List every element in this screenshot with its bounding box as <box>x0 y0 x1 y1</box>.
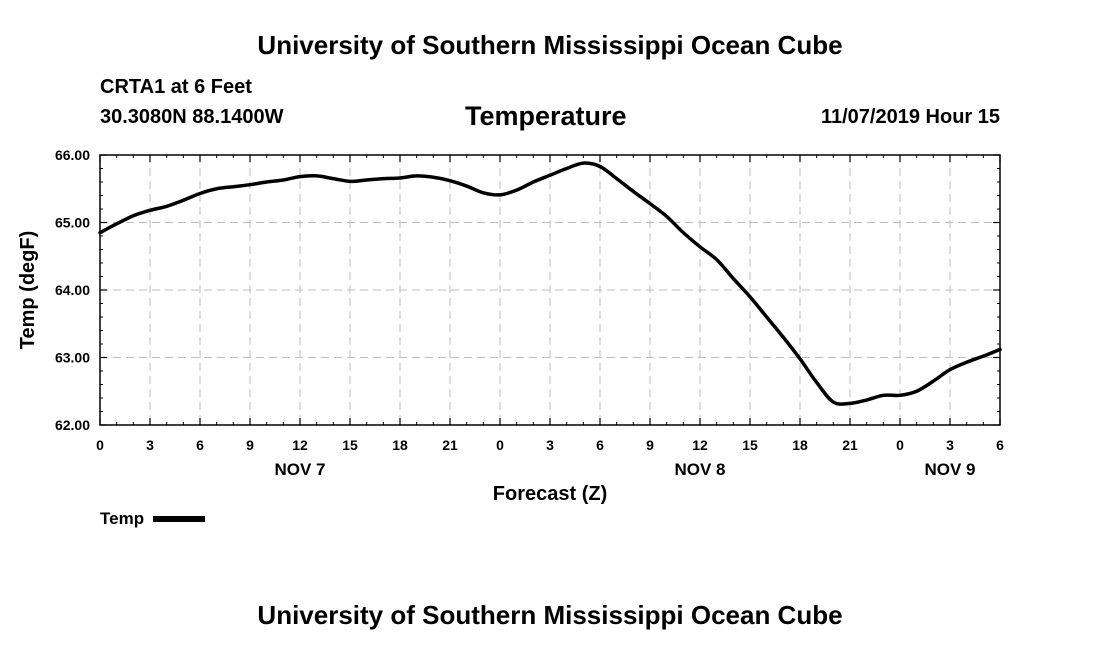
x-tick-label: 18 <box>392 437 408 453</box>
y-tick-label: 66.00 <box>55 147 90 163</box>
x-tick-label: 0 <box>896 437 904 453</box>
x-tick-label: 12 <box>692 437 708 453</box>
x-tick-label: 21 <box>442 437 458 453</box>
series-layer <box>98 161 1002 406</box>
station-label: CRTA1 at 6 Feet <box>100 76 252 98</box>
series-line-temp <box>98 161 1002 406</box>
x-tick-label: 3 <box>546 437 554 453</box>
day-label: NOV 7 <box>274 460 325 479</box>
y-tick-label: 63.00 <box>55 350 90 366</box>
x-tick-label: 9 <box>246 437 254 453</box>
x-tick-label: 3 <box>146 437 154 453</box>
y-tick-label: 64.00 <box>55 282 90 298</box>
x-tick-label: 6 <box>196 437 204 453</box>
legend: Temp <box>100 509 206 529</box>
x-tick-label: 0 <box>96 437 104 453</box>
legend-label: Temp <box>100 509 145 528</box>
title-top: University of Southern Mississippi Ocean… <box>257 30 843 60</box>
legend-line-swatch <box>153 516 206 522</box>
x-tick-label: 3 <box>946 437 954 453</box>
y-tick-label: 65.00 <box>55 215 90 231</box>
x-tick-label: 9 <box>646 437 654 453</box>
coordinates-label: 30.3080N 88.1400W <box>100 106 284 128</box>
axes <box>99 154 1001 426</box>
y-tick-label: 62.00 <box>55 417 90 433</box>
datetime-label: 11/07/2019 Hour 15 <box>820 106 1000 128</box>
axis-labels: Forecast (Z) Temp (degF) 0 3 6 9 12 15 18 21 0 3 6… <box>17 147 1004 505</box>
x-tick-label: 6 <box>996 437 1004 453</box>
x-tick-label: 21 <box>842 437 858 453</box>
x-tick-label: 15 <box>742 437 758 453</box>
y-axis-title: Temp (degF) <box>17 231 39 350</box>
x-tick-label: 15 <box>342 437 358 453</box>
x-tick-label: 18 <box>792 437 808 453</box>
chart-title: Temperature <box>465 101 627 131</box>
day-label: NOV 8 <box>674 460 725 479</box>
x-tick-label: 12 <box>292 437 308 453</box>
x-axis-title: Forecast (Z) <box>493 483 607 505</box>
x-tick-label: 6 <box>596 437 604 453</box>
x-tick-label: 0 <box>496 437 504 453</box>
day-label: NOV 9 <box>924 460 975 479</box>
grid <box>100 155 1000 425</box>
title-bottom: University of Southern Mississippi Ocean… <box>257 600 843 630</box>
